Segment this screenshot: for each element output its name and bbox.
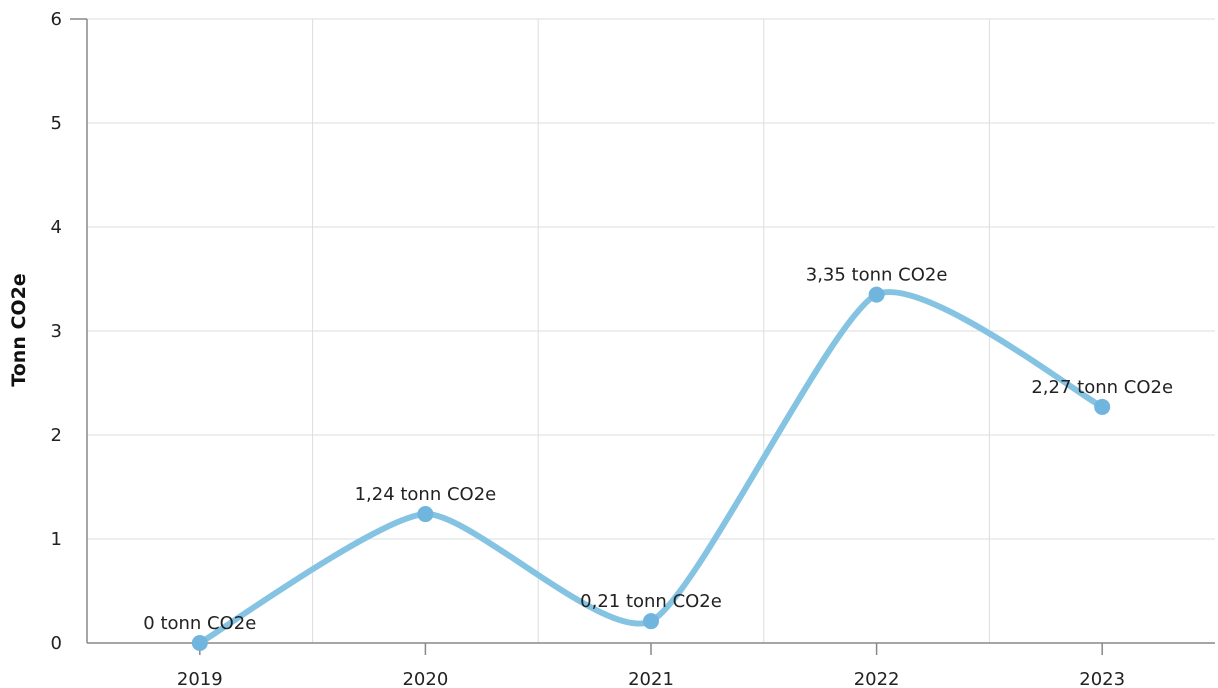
x-tick-label: 2020 bbox=[402, 669, 448, 688]
y-tick-label: 6 bbox=[51, 9, 62, 30]
x-tick-label: 2021 bbox=[628, 669, 674, 688]
series-line bbox=[196, 289, 1106, 646]
y-tick-label: 5 bbox=[51, 113, 62, 134]
y-tick-label: 3 bbox=[51, 321, 62, 342]
data-label: 3,35 tonn CO2e bbox=[806, 265, 948, 286]
data-point bbox=[417, 506, 434, 523]
y-tick-label: 2 bbox=[51, 425, 62, 446]
x-tick-label: 2019 bbox=[177, 669, 223, 688]
data-point bbox=[868, 286, 885, 303]
data-point bbox=[643, 613, 659, 630]
y-tick-label: 0 bbox=[51, 633, 62, 654]
x-tick-label: 2023 bbox=[1079, 669, 1125, 688]
data-label: 2,27 tonn CO2e bbox=[1031, 377, 1173, 398]
data-point bbox=[1094, 398, 1111, 415]
axes: 0 1 2 3 4 5 6 2019 2020 2021 2022 2023 bbox=[51, 9, 1215, 688]
data-point bbox=[191, 635, 208, 651]
series bbox=[191, 286, 1111, 651]
x-tick-label: 2022 bbox=[854, 669, 900, 688]
y-tick-label: 4 bbox=[51, 217, 62, 238]
data-labels: 0 tonn CO2e 1,24 tonn CO2e 0,21 tonn CO2e 3… bbox=[143, 265, 1173, 634]
data-label: 1,24 tonn CO2e bbox=[355, 484, 497, 505]
y-axis-label: Tonn CO2e bbox=[8, 273, 30, 386]
y-tick-label: 1 bbox=[51, 529, 62, 550]
grid bbox=[87, 18, 1215, 643]
data-label: 0 tonn CO2e bbox=[143, 613, 256, 634]
data-label: 0,21 tonn CO2e bbox=[580, 591, 722, 612]
